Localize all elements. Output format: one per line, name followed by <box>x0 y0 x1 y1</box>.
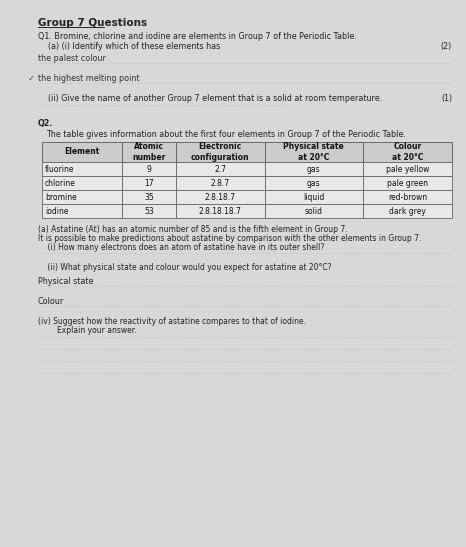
Text: (iv) Suggest how the reactivity of astatine compares to that of iodine.: (iv) Suggest how the reactivity of astat… <box>38 317 306 326</box>
Bar <box>265 162 363 176</box>
Bar <box>176 176 265 190</box>
Bar <box>176 142 265 162</box>
Bar <box>265 190 363 204</box>
Text: dark grey: dark grey <box>389 207 426 216</box>
Text: (ii) Give the name of another Group 7 element that is a solid at room temperatur: (ii) Give the name of another Group 7 el… <box>38 94 382 103</box>
Text: Element: Element <box>64 148 100 156</box>
Text: ✓: ✓ <box>28 74 35 83</box>
Text: Physical state: Physical state <box>38 277 94 286</box>
Text: 2.8.18.7: 2.8.18.7 <box>205 193 236 201</box>
Bar <box>122 204 176 218</box>
Text: fluorine: fluorine <box>45 165 75 173</box>
Text: (1): (1) <box>441 94 452 103</box>
Text: 53: 53 <box>144 207 154 216</box>
Text: pale yellow: pale yellow <box>386 165 429 173</box>
Text: (a) Astatine (At) has an atomic number of 85 and is the fifth element in Group 7: (a) Astatine (At) has an atomic number o… <box>38 225 348 234</box>
Text: (a) (i) Identify which of these elements has: (a) (i) Identify which of these elements… <box>38 42 220 51</box>
Bar <box>122 142 176 162</box>
Bar <box>265 142 363 162</box>
Text: (i) How many electrons does an atom of astatine have in its outer shell?: (i) How many electrons does an atom of a… <box>38 243 324 252</box>
Text: gas: gas <box>307 178 321 188</box>
Text: Colour
at 20°C: Colour at 20°C <box>392 142 423 162</box>
Text: Group 7 Questions: Group 7 Questions <box>38 18 147 28</box>
Bar <box>363 162 452 176</box>
Text: Q2.: Q2. <box>38 119 54 128</box>
Bar <box>176 204 265 218</box>
Text: Q1. Bromine, chlorine and iodine are elements in Group 7 of the Periodic Table.: Q1. Bromine, chlorine and iodine are ele… <box>38 32 357 41</box>
Text: solid: solid <box>305 207 323 216</box>
Bar <box>363 142 452 162</box>
Text: bromine: bromine <box>45 193 77 201</box>
Bar <box>122 176 176 190</box>
Text: liquid: liquid <box>303 193 324 201</box>
Bar <box>42 162 122 176</box>
Text: 2.7: 2.7 <box>214 165 226 173</box>
Text: Explain your answer.: Explain your answer. <box>38 326 137 335</box>
Bar <box>176 190 265 204</box>
Bar <box>42 204 122 218</box>
Bar <box>265 204 363 218</box>
Text: 9: 9 <box>146 165 151 173</box>
Bar <box>363 190 452 204</box>
Text: 17: 17 <box>144 178 154 188</box>
Bar <box>122 190 176 204</box>
Bar <box>42 142 122 162</box>
Text: 2.8.18.18.7: 2.8.18.18.7 <box>199 207 242 216</box>
Text: chlorine: chlorine <box>45 178 76 188</box>
Text: Physical state
at 20°C: Physical state at 20°C <box>283 142 344 162</box>
Bar <box>363 176 452 190</box>
Text: The table gives information about the first four elements in Group 7 of the Peri: The table gives information about the fi… <box>46 130 406 139</box>
Text: (ii) What physical state and colour would you expect for astatine at 20°C?: (ii) What physical state and colour woul… <box>38 263 332 272</box>
Text: (2): (2) <box>441 42 452 51</box>
Text: the highest melting point: the highest melting point <box>38 74 139 83</box>
Text: 2.8.7: 2.8.7 <box>211 178 230 188</box>
Text: Atomic
number: Atomic number <box>132 142 165 162</box>
Bar <box>122 162 176 176</box>
Bar <box>42 176 122 190</box>
Text: Colour: Colour <box>38 297 64 306</box>
Bar <box>42 190 122 204</box>
Bar <box>363 204 452 218</box>
Text: the palest colour: the palest colour <box>38 54 106 63</box>
Text: gas: gas <box>307 165 321 173</box>
Text: iodine: iodine <box>45 207 69 216</box>
Text: red-brown: red-brown <box>388 193 427 201</box>
Text: 35: 35 <box>144 193 154 201</box>
Text: Electronic
configuration: Electronic configuration <box>191 142 250 162</box>
Bar <box>265 176 363 190</box>
Text: It is possible to make predictions about astatine by comparison with the other e: It is possible to make predictions about… <box>38 234 421 243</box>
Text: pale green: pale green <box>387 178 428 188</box>
Bar <box>176 162 265 176</box>
